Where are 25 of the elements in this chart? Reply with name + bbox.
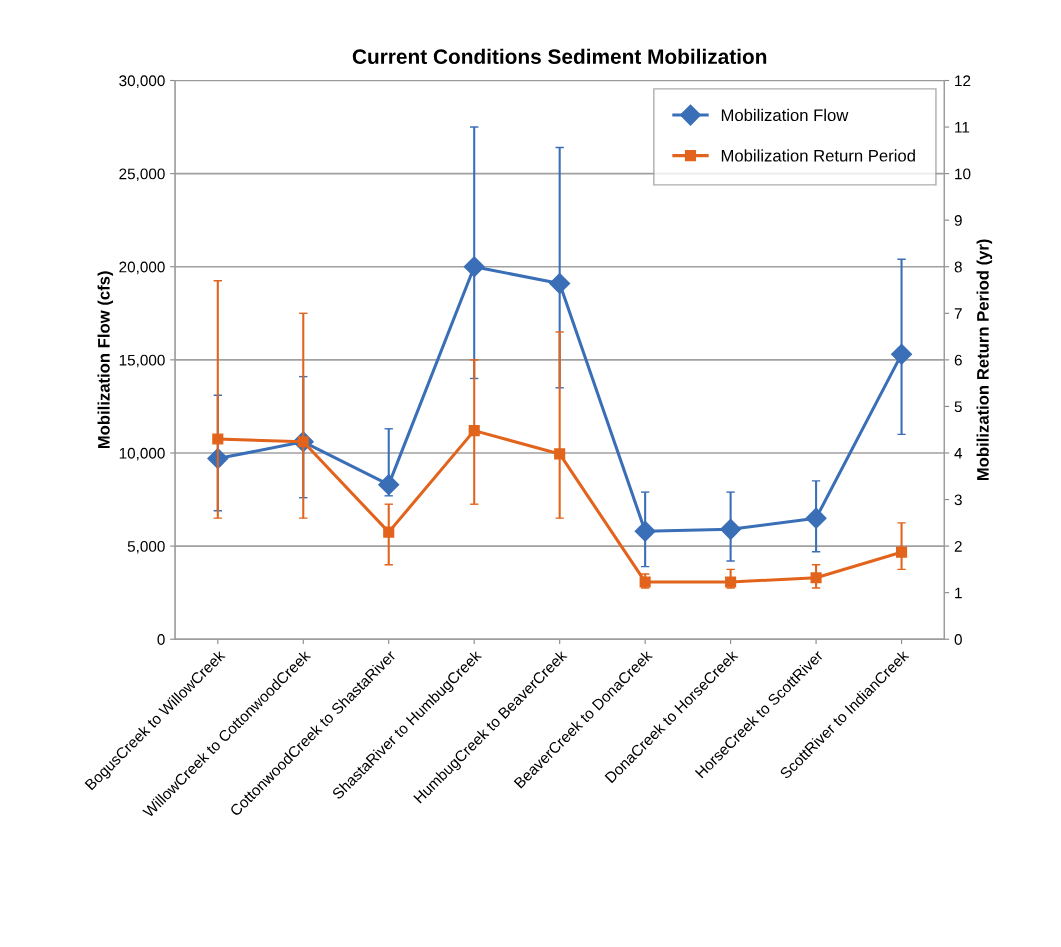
y2-tick-label: 3: [954, 494, 962, 506]
y-tick-label: 10,000: [119, 447, 165, 461]
chart-title: Current Conditions Sediment Mobilization: [352, 48, 767, 65]
y-tick-label: 20,000: [119, 261, 165, 275]
y2-tick-label: 0: [954, 634, 962, 645]
y2-axis-title: Mobilization Return Period (yr): [976, 239, 993, 481]
y-axis-title: Mobilization Flow (cfs): [97, 271, 114, 449]
y2-tick-label: 5: [954, 401, 962, 413]
legend-label: Mobilization Return Period: [721, 149, 915, 162]
y2-tick-label: 12: [955, 75, 971, 87]
y2-tick-label: 8: [954, 261, 962, 273]
y-tick-label: 5,000: [127, 540, 165, 554]
y2-tick-label: 1: [955, 587, 962, 599]
y2-tick-label: 7: [954, 308, 962, 319]
y2-tick-label: 9: [954, 215, 962, 226]
y-tick-label: 25,000: [119, 168, 165, 182]
y2-tick-label: 10: [955, 168, 971, 180]
y2-tick-label: 2: [954, 540, 962, 552]
legend-label: Mobilization Flow: [721, 108, 849, 122]
y-tick-label: 0: [157, 634, 165, 645]
y2-tick-label: 4: [954, 448, 963, 459]
y-tick-label: 15,000: [119, 354, 165, 368]
y-tick-label: 30,000: [119, 75, 165, 88]
y2-tick-label: 6: [954, 354, 962, 366]
y2-tick-label: 11: [955, 122, 970, 133]
